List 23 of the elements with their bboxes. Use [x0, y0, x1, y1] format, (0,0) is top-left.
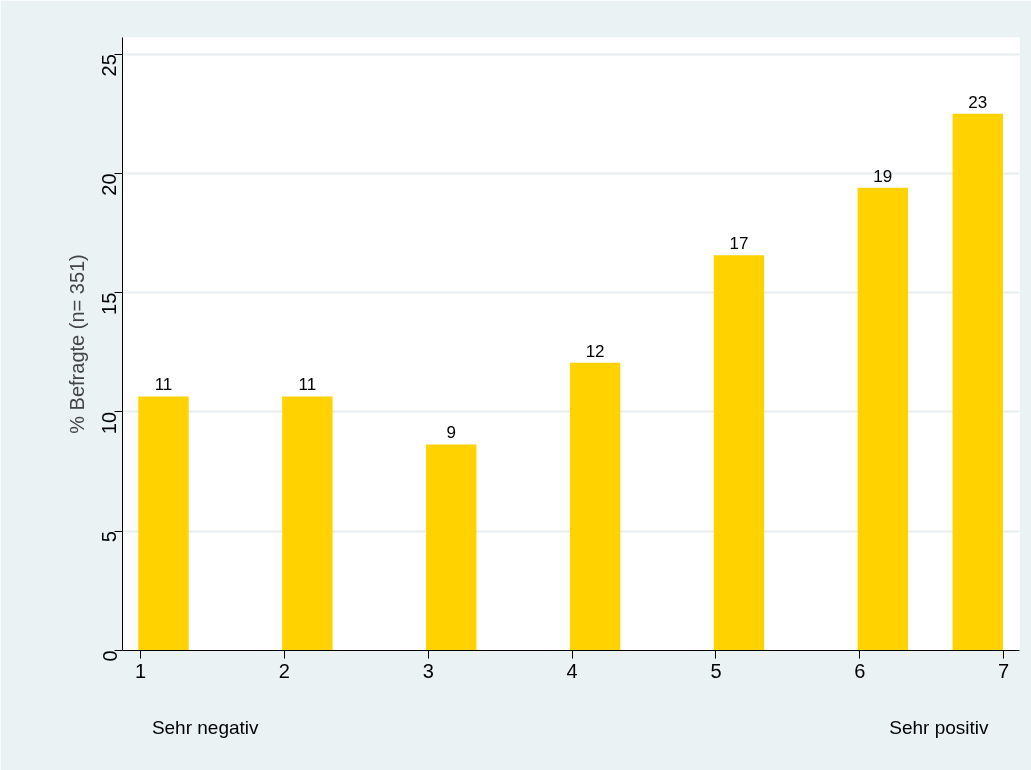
- x-tick-label: 4: [566, 659, 578, 682]
- y-axis-title: % Befragte (n= 351): [65, 254, 88, 434]
- text: Sehr negativ: [151, 716, 260, 738]
- y-tick-label: 25: [98, 54, 121, 77]
- text: Sehr positiv: [889, 716, 990, 738]
- data-label: 12: [585, 341, 605, 361]
- x-tick-label: 2: [278, 659, 290, 682]
- data-label: 11: [298, 375, 317, 395]
- data-label: 11: [154, 375, 173, 395]
- data-label: 23: [968, 92, 988, 112]
- x-tick-label: 5: [710, 659, 722, 682]
- y-tick-label: 20: [98, 173, 121, 196]
- data-label: 19: [873, 166, 893, 186]
- y-tick-label: 10: [98, 411, 121, 435]
- x-tick-label: 3: [422, 659, 434, 682]
- x-tick-label: 7: [998, 659, 1010, 682]
- data-label: 9: [446, 423, 456, 443]
- y-tick-label: 0: [98, 650, 121, 662]
- data-label: 17: [729, 234, 749, 254]
- y-tick-label: 5: [98, 531, 121, 543]
- y-tick-label: 15: [98, 292, 121, 315]
- x-tick-label: 1: [134, 659, 147, 682]
- x-tick-label: 6: [854, 659, 866, 682]
